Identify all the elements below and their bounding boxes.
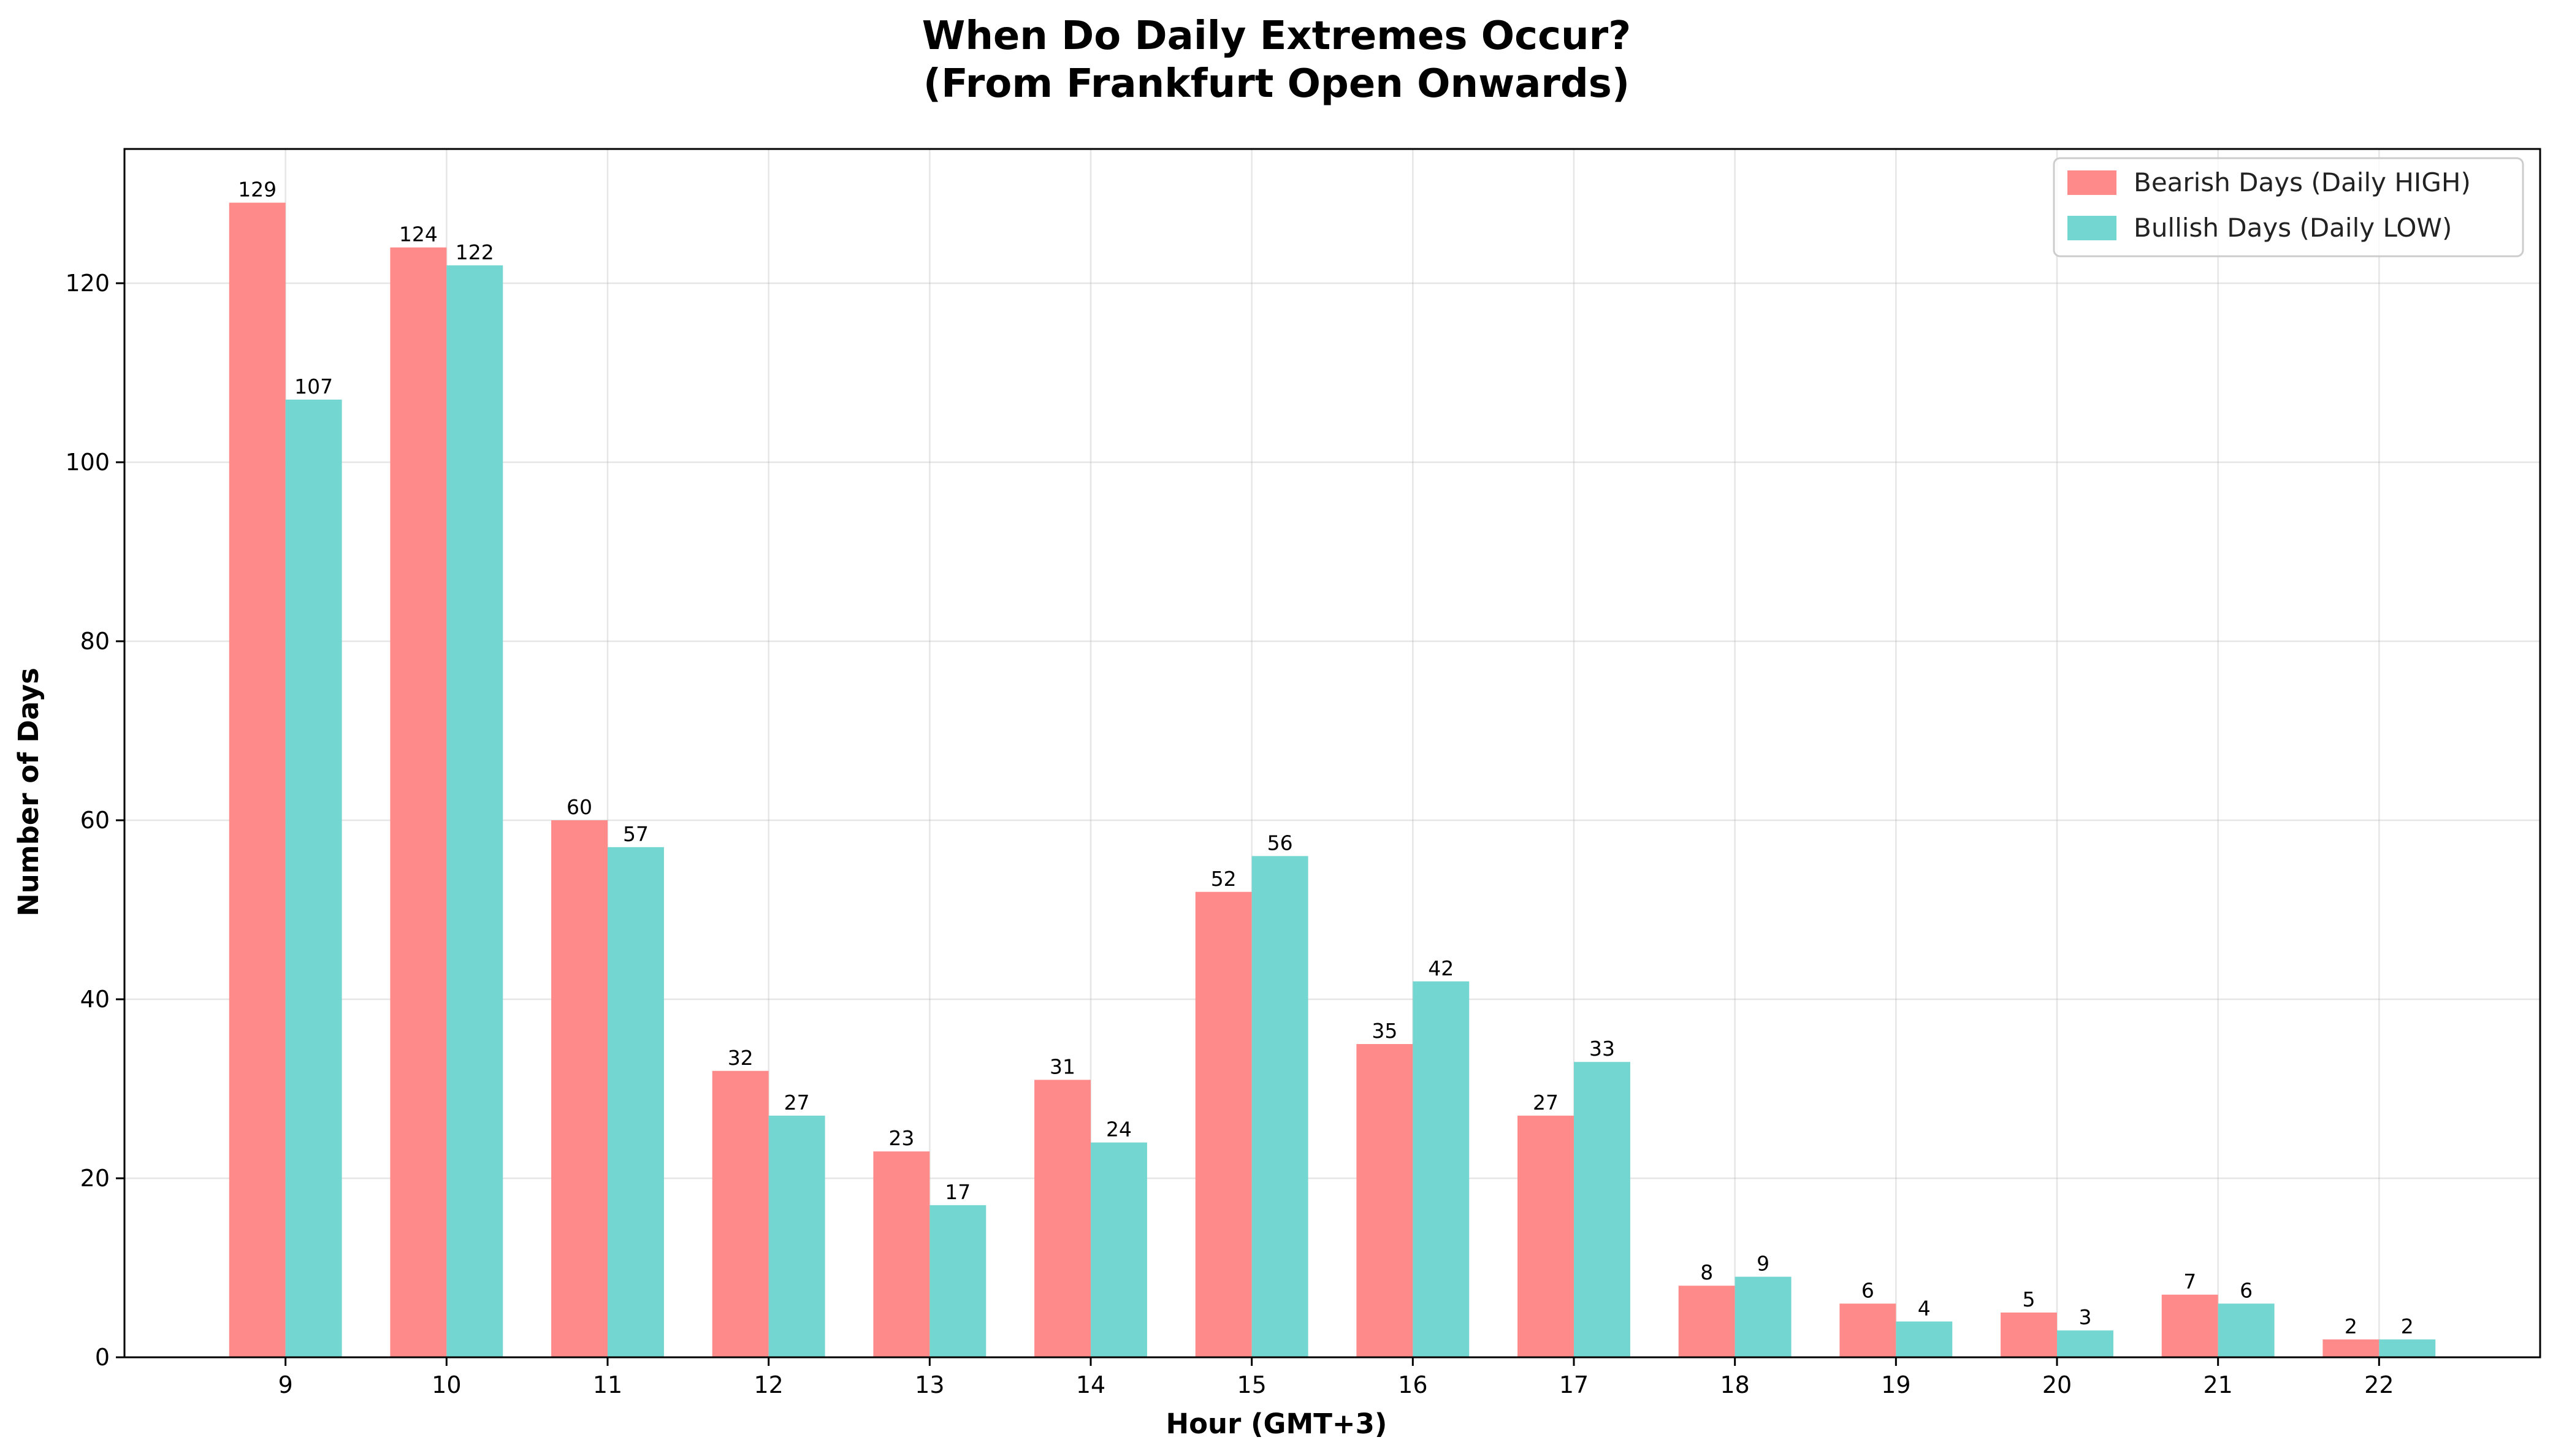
x-tick-label: 14 [1076, 1371, 1105, 1398]
bar-bullish [2057, 1330, 2113, 1357]
data-label-bullish: 4 [1918, 1297, 1931, 1321]
bar-bearish [1356, 1044, 1413, 1357]
plot-frame [123, 148, 2541, 1359]
bar-bearish [1195, 891, 1252, 1357]
bar-bearish [1678, 1286, 1735, 1357]
x-tick-label: 11 [593, 1371, 622, 1398]
bar-bearish [2001, 1313, 2057, 1357]
x-tick-label: 18 [1720, 1371, 1749, 1398]
data-label-bearish: 5 [2023, 1287, 2036, 1311]
legend-label-bearish: Bearish Days (Daily HIGH) [2134, 167, 2471, 197]
bar-bullish [1734, 1276, 1792, 1357]
data-label-bearish: 35 [1372, 1019, 1397, 1043]
x-tick-label: 19 [1881, 1371, 1910, 1398]
chart-title-line1: When Do Daily Extremes Occur? [922, 13, 1631, 59]
bar-bearish [229, 202, 286, 1358]
legend-label-bullish: Bullish Days (Daily LOW) [2134, 213, 2452, 243]
x-tick-label: 12 [754, 1371, 783, 1398]
data-label-bullish: 9 [1757, 1252, 1769, 1276]
y-tick-label: 60 [80, 807, 110, 834]
data-label-bearish: 7 [2183, 1270, 2196, 1294]
data-label-bullish: 2 [2401, 1314, 2414, 1338]
y-tick-label: 20 [80, 1165, 110, 1192]
legend-swatch-bearish [2067, 170, 2116, 195]
chart-title-line2: (From Frankfurt Open Onwards) [923, 61, 1630, 107]
x-tick-label: 21 [2203, 1371, 2232, 1398]
bar-bullish [1091, 1142, 1147, 1357]
data-label-bullish: 3 [2078, 1305, 2091, 1329]
bar-bearish [1034, 1080, 1091, 1357]
data-label-bearish: 124 [399, 223, 438, 246]
bar-bullish [2218, 1303, 2275, 1357]
data-label-bullish: 33 [1589, 1037, 1615, 1061]
x-tick-label: 16 [1398, 1371, 1427, 1398]
x-tick-label: 10 [432, 1371, 461, 1398]
x-tick-label: 20 [2042, 1371, 2072, 1398]
y-axis-label: Number of Days [12, 668, 45, 917]
legend-box [2053, 157, 2524, 257]
x-tick-label: 22 [2364, 1371, 2394, 1398]
y-tick-label: 100 [65, 449, 110, 476]
bar-bearish [712, 1070, 769, 1357]
data-label-bearish: 31 [1050, 1054, 1075, 1078]
x-axis-label: Hour (GMT+3) [1166, 1408, 1387, 1440]
bar-bullish [446, 265, 503, 1357]
data-label-bullish: 122 [456, 240, 494, 264]
data-label-bearish: 32 [728, 1046, 754, 1070]
bar-bullish [2379, 1339, 2436, 1357]
data-label-bearish: 60 [567, 795, 592, 819]
y-tick-label: 40 [80, 986, 110, 1013]
bar-bearish [1517, 1115, 1574, 1357]
bar-bearish [1839, 1303, 1896, 1357]
y-tick-label: 120 [65, 270, 110, 297]
data-label-bullish: 107 [294, 375, 333, 398]
data-label-bullish: 6 [2240, 1278, 2253, 1302]
bar-bearish [2161, 1294, 2218, 1357]
bar-bullish [285, 399, 342, 1357]
data-label-bearish: 27 [1533, 1091, 1559, 1115]
legend-swatch-bullish [2067, 216, 2116, 240]
data-label-bearish: 23 [888, 1126, 914, 1150]
y-tick-label: 0 [95, 1344, 110, 1371]
bar-bearish [2322, 1339, 2379, 1357]
data-label-bearish: 52 [1211, 867, 1237, 891]
bar-bullish [1896, 1321, 1953, 1357]
x-tick-label: 13 [915, 1371, 944, 1398]
data-label-bearish: 129 [238, 178, 277, 202]
bar-bearish [551, 820, 608, 1357]
data-label-bearish: 6 [1861, 1278, 1874, 1302]
data-label-bearish: 2 [2345, 1314, 2357, 1338]
bars [229, 202, 2436, 1358]
x-tick-label: 15 [1237, 1371, 1266, 1398]
data-label-bullish: 17 [945, 1180, 971, 1204]
bar-bullish [929, 1205, 986, 1357]
bar-bullish [1413, 981, 1470, 1357]
data-label-bullish: 24 [1106, 1118, 1132, 1142]
bar-bullish [608, 847, 664, 1357]
bar-bullish [1574, 1062, 1630, 1357]
x-tick-label: 17 [1559, 1371, 1589, 1398]
data-label-bullish: 42 [1428, 956, 1454, 980]
y-tick-label: 80 [80, 628, 110, 655]
x-tick-label: 9 [278, 1371, 293, 1398]
bar-bearish [873, 1151, 930, 1357]
bar-bullish [1251, 856, 1308, 1357]
data-label-bullish: 56 [1267, 831, 1293, 855]
data-label-bullish: 27 [784, 1091, 810, 1115]
data-label-bearish: 8 [1700, 1260, 1713, 1284]
legend: Bearish Days (Daily HIGH) Bullish Days (… [2053, 157, 2524, 257]
bar-bearish [390, 247, 447, 1358]
bar-bullish [768, 1115, 825, 1357]
data-label-bullish: 57 [623, 822, 649, 846]
